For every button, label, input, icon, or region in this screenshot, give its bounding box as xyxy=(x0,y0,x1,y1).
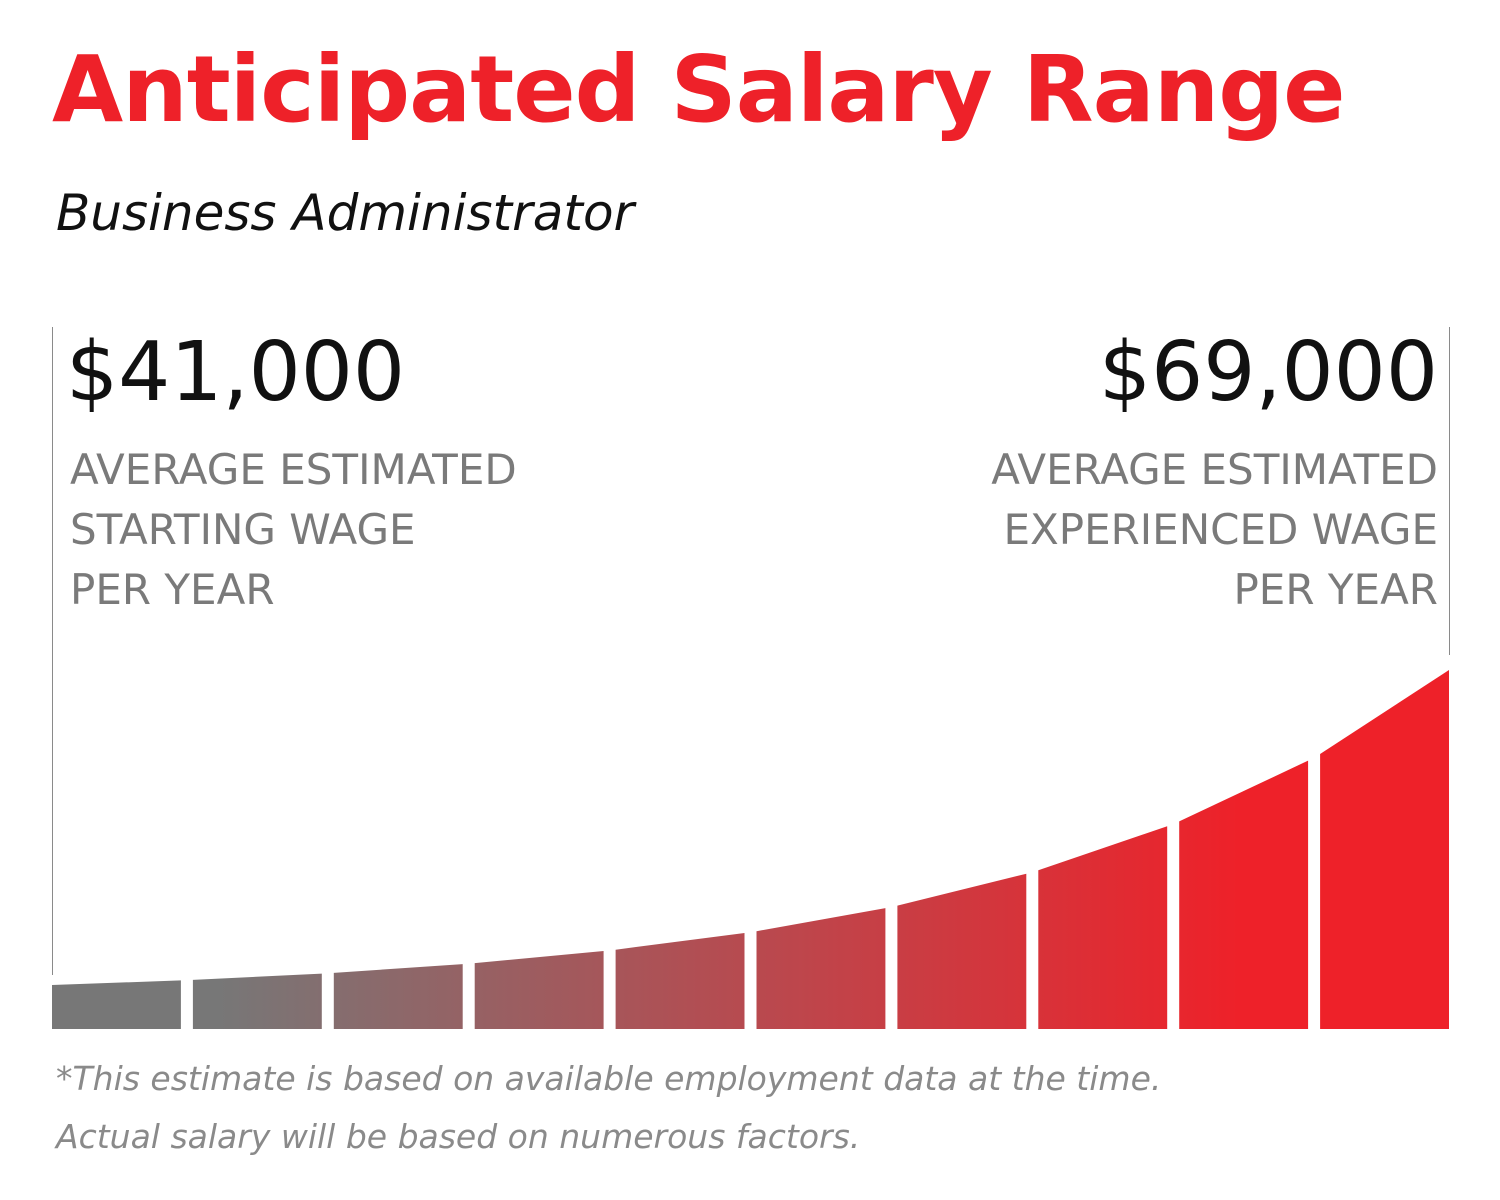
job-title-subtitle: Business Administrator xyxy=(56,184,635,242)
experienced-wage-marker-line xyxy=(1449,327,1450,655)
footnote-line: *This estimate is based on available emp… xyxy=(56,1059,1162,1098)
salary-bars xyxy=(52,670,1449,1029)
starting-wage-marker-line xyxy=(52,327,53,975)
experienced-wage-caption: AVERAGE ESTIMATED EXPERIENCED WAGE PER Y… xyxy=(991,440,1438,620)
salary-bar xyxy=(897,873,1027,1029)
starting-wage-caption-line: AVERAGE ESTIMATED xyxy=(70,445,517,494)
salary-bar xyxy=(192,973,322,1029)
experienced-wage-caption-line: AVERAGE ESTIMATED xyxy=(991,445,1438,494)
salary-bar xyxy=(756,908,886,1029)
chart-title: Anticipated Salary Range xyxy=(52,36,1345,143)
footnote-line: Actual salary will be based on numerous … xyxy=(56,1117,861,1156)
salary-bar xyxy=(1179,760,1309,1029)
footnote: *This estimate is based on available emp… xyxy=(56,1050,1161,1166)
salary-bar xyxy=(333,964,463,1029)
salary-bar xyxy=(1038,826,1168,1029)
salary-bar xyxy=(474,951,604,1029)
starting-wage-amount: $41,000 xyxy=(66,325,406,420)
salary-bar xyxy=(52,980,181,1029)
salary-bar xyxy=(1320,670,1449,1029)
salary-bar xyxy=(615,933,745,1029)
experienced-wage-caption-line: EXPERIENCED WAGE xyxy=(1003,505,1438,554)
starting-wage-caption: AVERAGE ESTIMATED STARTING WAGE PER YEAR xyxy=(70,440,517,620)
starting-wage-caption-line: STARTING WAGE xyxy=(70,505,416,554)
experienced-wage-caption-line: PER YEAR xyxy=(1233,565,1438,614)
experienced-wage-amount: $69,000 xyxy=(1098,325,1438,420)
starting-wage-caption-line: PER YEAR xyxy=(70,565,275,614)
